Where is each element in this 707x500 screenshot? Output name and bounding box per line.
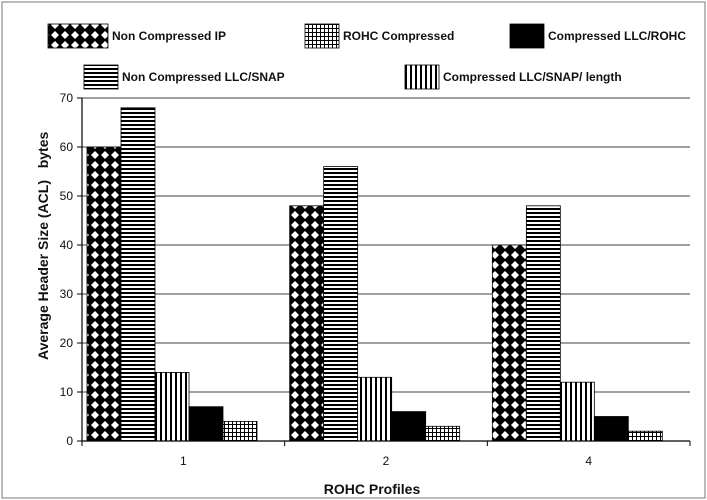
bar-non-compressed-ip-1 — [86, 146, 122, 442]
bar-non-compressed-llc-snap-2 — [323, 166, 359, 442]
legend-swatch — [404, 64, 440, 90]
bar-non-compressed-llc-snap-4 — [525, 205, 561, 442]
y-tick-label: 70 — [60, 91, 74, 105]
bar-compressed-llc-rohc-1 — [188, 406, 224, 442]
y-axis-label: Average Header Size (ACL) — [35, 180, 51, 360]
y-tick-label: 60 — [60, 140, 74, 154]
legend-swatch — [304, 23, 340, 49]
legend-label: Compressed LLC/ROHC — [548, 29, 686, 43]
x-tick-label: 4 — [585, 454, 592, 468]
y-tick-label: 20 — [60, 336, 74, 350]
legend-label: Non Compressed IP — [112, 29, 226, 43]
bar-non-compressed-ip-2 — [289, 205, 325, 442]
bar-rohc-compressed-4 — [627, 430, 663, 442]
y-axis-unit: bytes — [35, 132, 51, 169]
bar-compressed-llc-rohc-2 — [391, 411, 427, 442]
y-tick-label: 40 — [60, 238, 74, 252]
y-tick-label: 10 — [60, 385, 74, 399]
x-tick-label: 2 — [383, 454, 390, 468]
x-tick-label: 1 — [180, 454, 187, 468]
legend-label: Non Compressed LLC/SNAP — [122, 70, 285, 84]
legend-label: ROHC Compressed — [343, 29, 454, 43]
bars — [86, 107, 663, 442]
legend-swatch — [83, 64, 119, 90]
bar-compressed-llc-snap-length-1 — [154, 371, 190, 442]
y-tick-label: 30 — [60, 287, 74, 301]
axes: 0 10 20 30 40 50 60 70 1 2 4 — [60, 91, 691, 468]
bar-rohc-compressed-1 — [222, 420, 258, 442]
legend-swatch — [509, 23, 545, 49]
legend-label: Compressed LLC/SNAP/ length — [443, 70, 622, 84]
legend: Non Compressed IP Non Compressed LLC/SNAP… — [47, 23, 686, 90]
y-tick-label: 0 — [66, 434, 73, 448]
y-tick-label: 50 — [60, 189, 74, 203]
bar-compressed-llc-rohc-4 — [593, 416, 629, 442]
x-axis-label: ROHC Profiles — [324, 481, 421, 497]
bar-non-compressed-ip-4 — [491, 244, 527, 442]
bar-non-compressed-llc-snap-1 — [120, 107, 156, 442]
bar-rohc-compressed-2 — [425, 425, 461, 442]
legend-swatch — [47, 23, 109, 49]
bar-compressed-llc-snap-length-2 — [357, 376, 393, 442]
bar-compressed-llc-snap-length-4 — [559, 381, 595, 442]
